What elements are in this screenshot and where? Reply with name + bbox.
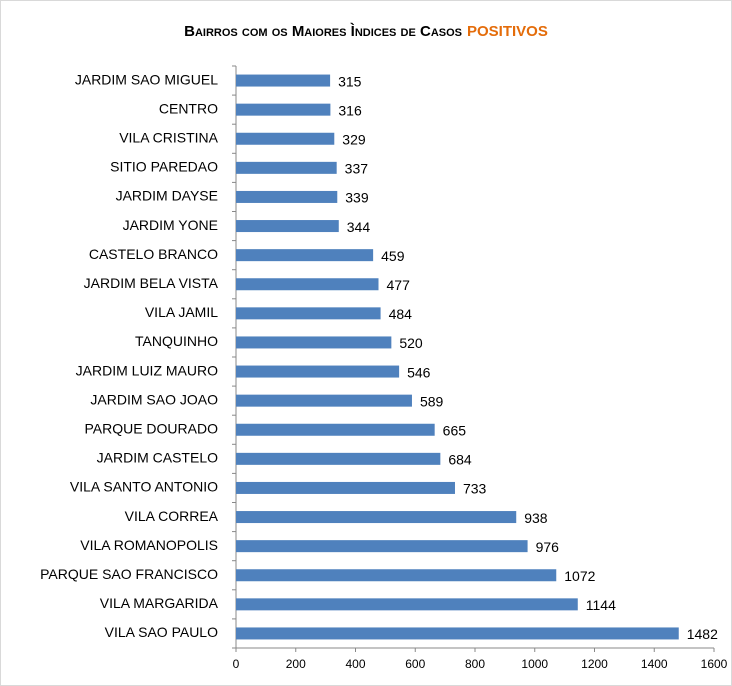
y-tick-label: CASTELO BRANCO <box>89 246 218 262</box>
y-tick-label: CENTRO <box>159 100 218 116</box>
y-tick-label: PARQUE SAO FRANCISCO <box>40 566 218 582</box>
x-tick-label: 1600 <box>701 657 728 671</box>
y-tick-label: JARDIM LUIZ MAURO <box>76 362 218 378</box>
y-tick-label: TANQUINHO <box>135 333 218 349</box>
bar <box>236 161 337 174</box>
bar <box>236 249 374 262</box>
value-label: 344 <box>347 219 371 235</box>
y-tick-label: JARDIM BELA VISTA <box>84 275 219 291</box>
value-label: 938 <box>524 510 548 526</box>
bar <box>236 511 517 524</box>
bar <box>236 132 335 145</box>
bar <box>236 190 338 203</box>
bar <box>236 220 339 233</box>
y-tick-label: VILA SANTO ANTONIO <box>70 479 218 495</box>
value-label: 339 <box>345 190 369 206</box>
bar <box>236 394 412 407</box>
y-tick-label: VILA CRISTINA <box>119 129 218 145</box>
value-label: 546 <box>407 364 431 380</box>
value-label: 315 <box>338 73 362 89</box>
bar <box>236 74 331 87</box>
y-tick-label: VILA ROMANOPOLIS <box>80 537 218 553</box>
y-tick-label: VILA SAO PAULO <box>105 624 218 640</box>
bar <box>236 103 331 116</box>
value-label: 1482 <box>687 626 718 642</box>
value-label: 1144 <box>586 597 616 613</box>
x-tick-label: 400 <box>345 657 365 671</box>
value-label: 477 <box>387 277 411 293</box>
y-tick-label: VILA CORREA <box>125 508 219 524</box>
bar <box>236 569 557 582</box>
title-main: Bairros com os Maiores Ìndices de Casos <box>184 23 462 40</box>
y-tick-label: VILA MARGARIDA <box>100 595 219 611</box>
y-tick-label: VILA JAMIL <box>145 304 218 320</box>
bar <box>236 627 679 640</box>
value-label: 484 <box>389 306 413 322</box>
y-tick-label: PARQUE DOURADO <box>84 420 218 436</box>
x-tick-label: 0 <box>233 657 240 671</box>
bar <box>236 336 392 349</box>
y-tick-label: JARDIM SAO JOAO <box>90 391 218 407</box>
y-tick-label: JARDIM YONE <box>123 217 218 233</box>
value-label: 1072 <box>564 568 595 584</box>
bar <box>236 481 455 494</box>
value-label: 589 <box>420 393 444 409</box>
value-label: 665 <box>443 422 467 438</box>
bar <box>236 278 379 291</box>
x-tick-label: 200 <box>286 657 306 671</box>
x-tick-label: 1000 <box>521 657 548 671</box>
value-label: 976 <box>536 539 560 555</box>
value-label: 733 <box>463 481 487 497</box>
value-label: 459 <box>381 248 405 264</box>
y-tick-label: JARDIM CASTELO <box>97 450 218 466</box>
x-tick-label: 1400 <box>641 657 668 671</box>
bar <box>236 598 578 611</box>
x-tick-label: 600 <box>405 657 425 671</box>
value-label: 329 <box>342 131 366 147</box>
bar <box>236 423 435 436</box>
bar <box>236 365 400 378</box>
value-label: 337 <box>345 161 369 177</box>
value-label: 316 <box>338 102 362 118</box>
value-label: 520 <box>399 335 423 351</box>
bar <box>236 540 528 553</box>
bar <box>236 452 441 465</box>
value-label: 684 <box>448 452 472 468</box>
bar <box>236 307 381 320</box>
title-highlight: POSITIVOS <box>467 23 548 40</box>
y-tick-label: JARDIM DAYSE <box>116 188 218 204</box>
x-tick-label: 1200 <box>581 657 608 671</box>
x-tick-label: 800 <box>465 657 485 671</box>
chart-title: Bairros com os Maiores Ìndices de Casos P… <box>184 23 548 40</box>
y-tick-label: SITIO PAREDAO <box>110 159 218 175</box>
y-tick-label: JARDIM SAO MIGUEL <box>75 71 218 87</box>
